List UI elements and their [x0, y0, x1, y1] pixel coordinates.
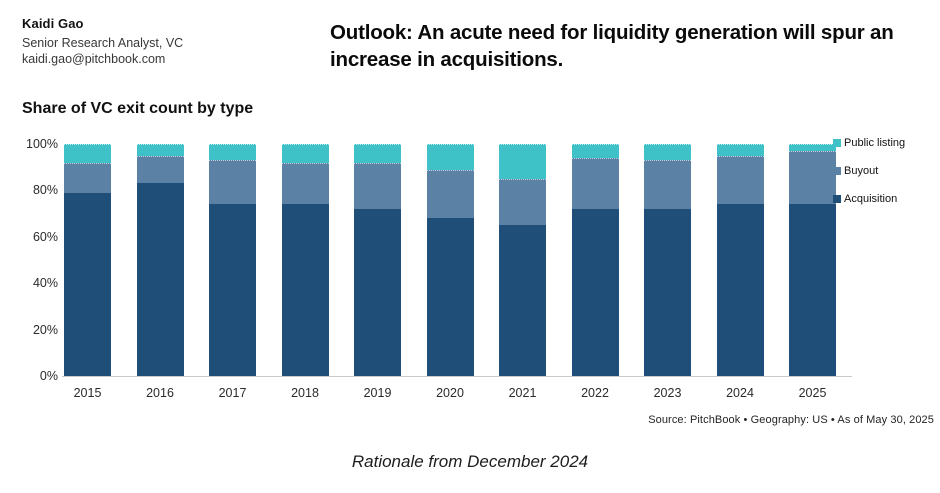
segment-2025-buyout — [789, 150, 836, 205]
bar-2023 — [644, 144, 691, 376]
legend-label: Buyout — [844, 165, 879, 177]
segment-2022-acquisition — [571, 208, 619, 376]
y-tick-0pct: 0% — [39, 369, 58, 383]
x-label-2025: 2025 — [798, 386, 827, 400]
segment-2019-public-listing — [354, 144, 401, 163]
segment-2018-acquisition — [281, 204, 329, 376]
legend-item-acquisition: Acquisition — [833, 193, 905, 205]
x-label-2024: 2024 — [726, 386, 754, 400]
author-name: Kaidi Gao — [22, 16, 84, 31]
segment-2020-buyout — [426, 169, 474, 219]
segment-2019-buyout — [354, 162, 401, 209]
bar-2017 — [209, 144, 256, 376]
x-axis-labels: 2015 2016 2017 2018 2019 2020 2021 2022 2023 2024… — [64, 386, 836, 400]
x-label-2022: 2022 — [581, 386, 609, 400]
segment-2022-buyout — [571, 157, 619, 209]
segment-2017-buyout — [209, 160, 256, 205]
segment-2024-acquisition — [716, 204, 764, 376]
bar-2024 — [716, 144, 764, 376]
segment-2016-public-listing — [136, 144, 184, 156]
x-label-2021: 2021 — [508, 386, 537, 400]
segment-2018-public-listing — [281, 144, 329, 163]
x-axis-line — [62, 376, 852, 377]
legend-item-public-listing: Public listing — [833, 137, 905, 149]
bar-2019 — [354, 144, 401, 376]
x-label-2017: 2017 — [218, 386, 247, 400]
y-tick-20pct: 20% — [32, 322, 58, 337]
segment-2020-acquisition — [426, 218, 474, 376]
x-label-2020: 2020 — [436, 386, 464, 400]
bar-2018 — [281, 144, 329, 376]
segment-2021-public-listing — [499, 144, 546, 179]
segment-2023-buyout — [644, 160, 691, 209]
y-tick-60pct: 60% — [32, 229, 58, 244]
segment-2020-public-listing — [426, 144, 474, 170]
bar-2016 — [136, 144, 184, 376]
headline: Outlook: An acute need for liquidity gen… — [330, 21, 894, 72]
x-label-2019: 2019 — [363, 386, 392, 400]
segment-2016-acquisition — [136, 183, 184, 376]
x-label-2023: 2023 — [653, 386, 682, 400]
segment-2024-buyout — [716, 155, 764, 205]
segment-2016-buyout — [136, 155, 184, 184]
segment-2017-acquisition — [209, 204, 256, 376]
segment-2025-acquisition — [789, 204, 836, 376]
y-tick-80pct: 80% — [32, 183, 58, 198]
bar-2025 — [789, 144, 836, 376]
legend-swatch-icon — [833, 195, 841, 203]
legend-label: Public listing — [844, 137, 906, 149]
segment-2021-buyout — [499, 178, 546, 226]
y-tick-100pct: 100% — [26, 137, 58, 151]
segment-2015-buyout — [64, 162, 111, 193]
segment-2021-acquisition — [499, 225, 546, 376]
bar-2021 — [499, 144, 546, 376]
x-label-2018: 2018 — [291, 386, 319, 400]
bar-2020 — [426, 144, 474, 376]
segment-2015-public-listing — [64, 144, 111, 163]
bars — [64, 144, 836, 376]
x-label-2016: 2016 — [146, 386, 174, 400]
x-label-2015: 2015 — [73, 386, 102, 400]
legend-swatch-icon — [833, 167, 841, 175]
footer-note: Rationale from December 2024 — [351, 452, 589, 471]
chart-title: Share of VC exit count by type — [22, 100, 254, 117]
segment-2023-public-listing — [644, 144, 691, 161]
y-tick-40pct: 40% — [32, 276, 58, 291]
segment-2018-buyout — [281, 162, 329, 205]
segment-2023-acquisition — [644, 208, 691, 376]
segment-2022-public-listing — [571, 144, 619, 158]
legend: Public listing Buyout Acquisition — [833, 137, 905, 221]
author-email: kaidi.gao@pitchbook.com — [22, 52, 166, 67]
segment-2024-public-listing — [716, 144, 764, 156]
author-block: Kaidi Gao Senior Research Analyst, VC ka… — [22, 16, 183, 68]
segment-2025-public-listing — [789, 144, 836, 151]
legend-label: Acquisition — [844, 193, 898, 205]
legend-swatch-icon — [833, 139, 841, 147]
plot-area — [62, 144, 852, 377]
bar-2015 — [64, 144, 111, 376]
author-job-title: Senior Research Analyst, VC — [22, 36, 184, 50]
segment-2019-acquisition — [354, 208, 401, 376]
segment-2015-acquisition — [64, 192, 111, 376]
legend-item-buyout: Buyout — [833, 165, 905, 177]
segment-2017-public-listing — [209, 144, 256, 161]
y-axis-ticks: 100% 80% 60% 40% 20% 0% — [0, 137, 58, 383]
bar-2022 — [571, 144, 619, 376]
source-note: Source: PitchBook • Geography: US • As o… — [648, 414, 934, 426]
